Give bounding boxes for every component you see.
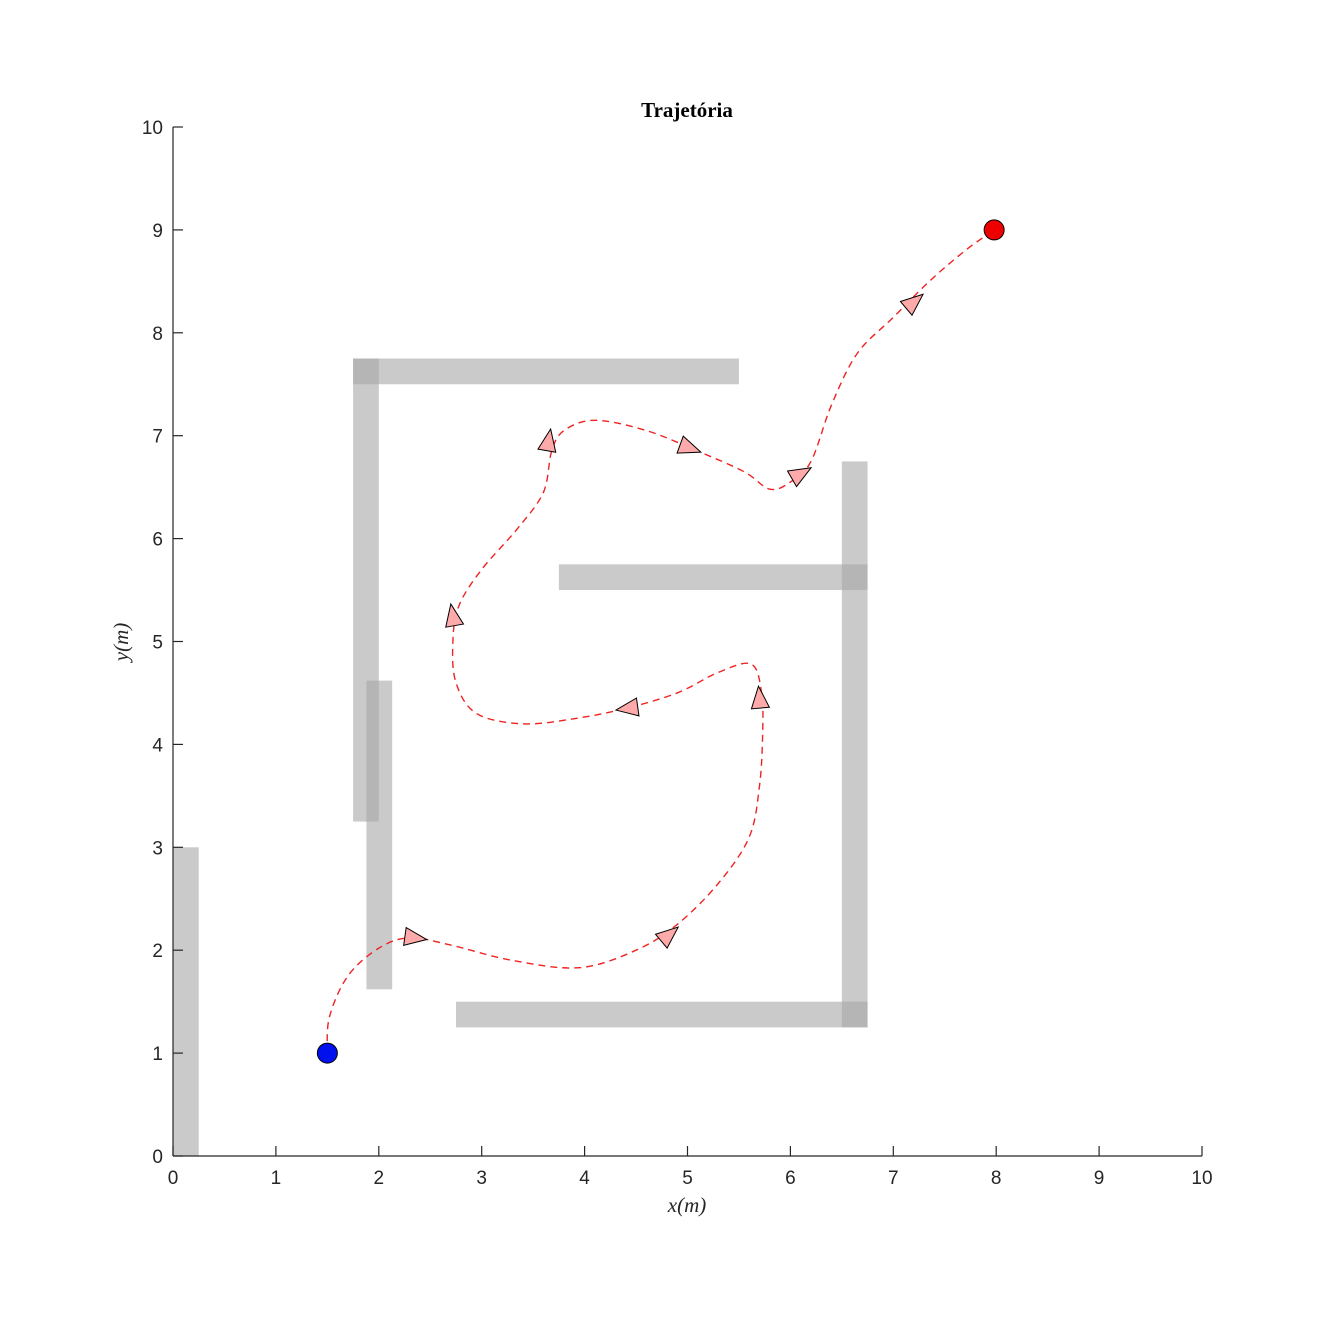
direction-arrow-5 bbox=[537, 427, 557, 453]
axes: 0 1 2 3 4 5 6 7 8 9 10 0 1 2 3 4 5 6 7 8 9 10 bbox=[142, 118, 1213, 1189]
x-tick-label: 0 bbox=[168, 1168, 179, 1189]
y-tick-label: 8 bbox=[152, 324, 163, 345]
x-tick-label: 5 bbox=[682, 1168, 693, 1189]
goal-point bbox=[983, 219, 1005, 241]
x-axis-label: x(m) bbox=[667, 1193, 706, 1217]
obstacle-4 bbox=[558, 564, 868, 591]
y-tick-label: 10 bbox=[142, 118, 163, 139]
y-tick-label: 0 bbox=[152, 1147, 163, 1168]
y-tick-label: 1 bbox=[152, 1044, 163, 1065]
obstacle-3 bbox=[366, 680, 393, 990]
obstacles-layer bbox=[173, 358, 868, 1156]
y-tick-label: 6 bbox=[152, 530, 163, 551]
obstacle-5 bbox=[841, 461, 868, 1028]
x-tick-label: 9 bbox=[1094, 1168, 1105, 1189]
x-tick-label: 6 bbox=[785, 1168, 796, 1189]
x-tick-label: 4 bbox=[579, 1168, 590, 1189]
direction-arrow-3 bbox=[614, 697, 640, 717]
x-tick-label: 7 bbox=[888, 1168, 899, 1189]
y-tick-label: 5 bbox=[152, 633, 163, 654]
trajectory-layer bbox=[326, 229, 995, 1054]
x-tick-label: 8 bbox=[991, 1168, 1002, 1189]
obstacle-1 bbox=[353, 358, 739, 385]
markers-layer bbox=[316, 219, 1005, 1064]
obstacle-6 bbox=[455, 1001, 868, 1028]
direction-arrow-0 bbox=[403, 926, 429, 947]
y-tick-label: 4 bbox=[152, 735, 163, 756]
x-tick-label: 3 bbox=[476, 1168, 487, 1189]
x-tick-label: 1 bbox=[271, 1168, 282, 1189]
direction-arrow-6 bbox=[676, 435, 703, 454]
y-tick-label: 3 bbox=[152, 838, 163, 859]
x-tick-label: 10 bbox=[1191, 1168, 1212, 1189]
direction-arrow-4 bbox=[445, 602, 465, 628]
x-tick-label: 2 bbox=[374, 1168, 385, 1189]
direction-arrow-2 bbox=[750, 684, 771, 710]
direction-arrow-8 bbox=[899, 293, 925, 317]
y-tick-label: 7 bbox=[152, 427, 163, 448]
obstacle-0 bbox=[173, 847, 199, 1156]
y-axis-label: y(m) bbox=[109, 623, 133, 663]
trajectory-line bbox=[326, 229, 995, 1054]
y-tick-label: 9 bbox=[152, 221, 163, 242]
direction-arrow-7 bbox=[786, 467, 813, 488]
start-point bbox=[316, 1042, 338, 1064]
y-tick-label: 2 bbox=[152, 941, 163, 962]
direction-arrow-1 bbox=[654, 926, 680, 949]
chart-title: Trajetória bbox=[641, 98, 733, 122]
